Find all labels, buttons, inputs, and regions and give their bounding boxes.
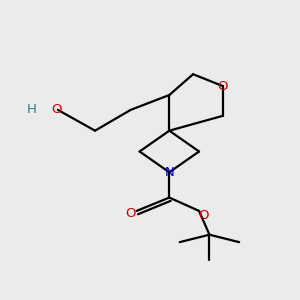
Text: O: O — [218, 80, 228, 93]
Text: N: N — [164, 166, 174, 179]
Text: O: O — [198, 209, 209, 222]
Text: H: H — [27, 103, 37, 116]
Text: O: O — [125, 207, 136, 220]
Text: O: O — [51, 103, 62, 116]
